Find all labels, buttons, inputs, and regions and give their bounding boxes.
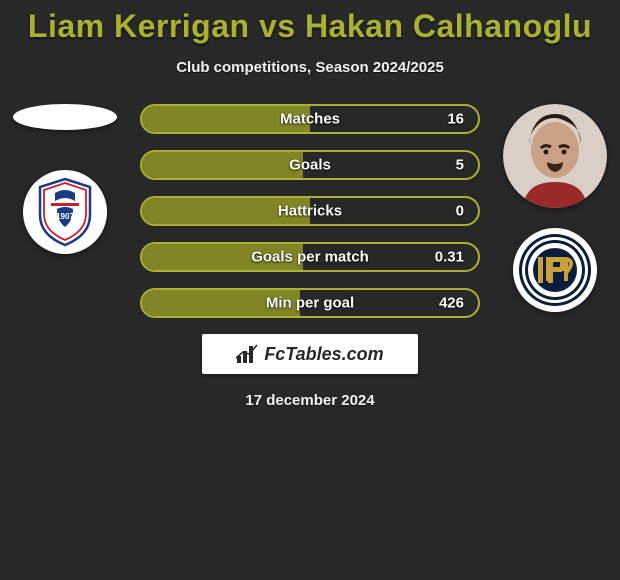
stat-bar: Goals5 xyxy=(140,150,480,180)
right-club-badge xyxy=(513,228,597,312)
stat-bar: Goals per match0.31 xyxy=(140,242,480,272)
stat-bar-value: 0.31 xyxy=(435,249,464,266)
stat-bar-label: Goals xyxy=(142,157,478,174)
left-player-column: 1907 xyxy=(10,104,120,254)
comparison-body: 1907 xyxy=(0,104,620,318)
stat-bar-label: Goals per match xyxy=(142,249,478,266)
stat-bar: Hattricks0 xyxy=(140,196,480,226)
player-photo-placeholder-icon xyxy=(503,104,607,208)
inter-crest-icon xyxy=(518,233,592,307)
footer-brand-badge: FcTables.com xyxy=(202,334,418,374)
right-player-avatar xyxy=(503,104,607,208)
stat-bar: Matches16 xyxy=(140,104,480,134)
stat-bar-label: Min per goal xyxy=(142,295,478,312)
stat-bar: Min per goal426 xyxy=(140,288,480,318)
svg-text:1907: 1907 xyxy=(56,212,74,221)
como-crest-icon: 1907 xyxy=(35,177,95,247)
comparison-subtitle: Club competitions, Season 2024/2025 xyxy=(0,59,620,76)
footer-brand-text: FcTables.com xyxy=(264,344,383,365)
stat-bar-value: 0 xyxy=(456,203,464,220)
bar-chart-icon xyxy=(236,344,258,364)
left-player-avatar-placeholder xyxy=(13,104,117,130)
comparison-date: 17 december 2024 xyxy=(0,392,620,409)
right-player-column xyxy=(500,104,610,312)
stat-bar-label: Matches xyxy=(142,111,478,128)
stat-bar-value: 16 xyxy=(447,111,464,128)
stat-bar-value: 426 xyxy=(439,295,464,312)
comparison-title: Liam Kerrigan vs Hakan Calhanoglu xyxy=(0,0,620,45)
stat-bar-label: Hattricks xyxy=(142,203,478,220)
stat-bar-value: 5 xyxy=(456,157,464,174)
stat-bars: Matches16 Goals5 Hattricks0 Goals per match… xyxy=(140,104,480,318)
left-club-badge: 1907 xyxy=(23,170,107,254)
